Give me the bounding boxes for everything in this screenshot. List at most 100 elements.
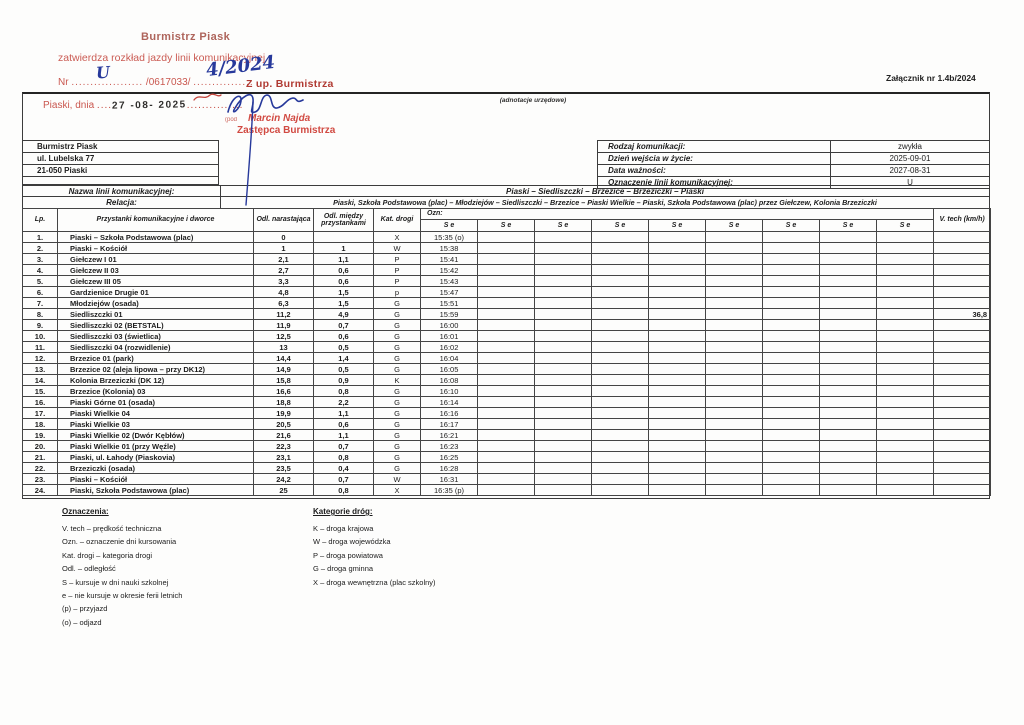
distance-cumulative: 2,1 xyxy=(253,253,314,265)
empty-se-cell xyxy=(534,330,592,342)
distance-between: 0,7 xyxy=(313,440,374,452)
empty-se-cell xyxy=(875,330,935,342)
empty-se-cell xyxy=(534,341,592,353)
empty-se-cell xyxy=(762,231,820,243)
row-number: 23. xyxy=(22,473,58,485)
se-column-header: S e xyxy=(477,219,535,232)
issuer-empty-row xyxy=(22,177,219,185)
empty-se-cell xyxy=(819,231,877,243)
distance-between: 0,6 xyxy=(313,275,374,287)
departure-time: 16:25 xyxy=(420,451,478,463)
empty-se-cell xyxy=(648,462,706,474)
empty-se-cell xyxy=(705,429,763,441)
vtech-value xyxy=(933,341,992,353)
empty-se-cell xyxy=(705,264,763,276)
table-row: 6. Gardzienice Drugie 01 4,8 1,5 p 15:47 xyxy=(22,286,992,298)
empty-se-cell xyxy=(819,473,877,485)
empty-se-cell xyxy=(875,440,935,452)
empty-se-cell xyxy=(477,363,535,375)
empty-se-cell xyxy=(477,319,535,331)
empty-se-cell xyxy=(534,308,592,320)
issuer-line: Burmistrz Piask xyxy=(22,141,219,153)
distance-between xyxy=(313,231,374,243)
empty-se-cell xyxy=(705,374,763,386)
departure-time: 15:59 xyxy=(420,308,478,320)
header-odl-miedzy: Odl. między przystankami xyxy=(313,208,374,232)
dotted-leader: ................ xyxy=(193,77,254,88)
stop-name: Giełczew III 05 xyxy=(57,275,254,287)
empty-se-cell xyxy=(534,451,592,463)
header-odl-narastajaca: Odl. narastająca xyxy=(253,208,314,232)
vtech-value xyxy=(933,363,992,375)
legend-item: K – droga krajowa xyxy=(313,524,374,533)
empty-se-cell xyxy=(705,440,763,452)
legend-item: S – kursuje w dni nauki szkolnej xyxy=(62,577,169,587)
header-ozn: Ozn: xyxy=(419,208,935,220)
departure-time: 16:04 xyxy=(420,352,478,364)
vtech-value xyxy=(933,264,992,276)
road-category: P xyxy=(373,275,421,287)
departure-time: 15:41 xyxy=(420,253,478,265)
empty-se-cell xyxy=(819,429,877,441)
empty-se-cell xyxy=(477,407,535,419)
empty-se-cell xyxy=(819,319,877,331)
timetable: Lp. Przystanki komunikacyjne i dworce Od… xyxy=(22,208,992,496)
vtech-value xyxy=(933,429,992,441)
row-number: 8. xyxy=(22,308,58,320)
empty-se-cell xyxy=(477,308,535,320)
legend-oznaczenia-title: Oznaczenia: xyxy=(62,507,109,516)
empty-se-cell xyxy=(762,473,820,485)
empty-se-cell xyxy=(591,275,649,287)
departure-time: 16:01 xyxy=(420,330,478,342)
empty-se-cell xyxy=(534,374,592,386)
empty-se-cell xyxy=(591,341,649,353)
stop-name: Giełczew I 01 xyxy=(57,253,254,265)
distance-between: 0,6 xyxy=(313,418,374,430)
empty-se-cell xyxy=(762,462,820,474)
empty-se-cell xyxy=(648,297,706,309)
header-stops: Przystanki komunikacyjne i dworce xyxy=(57,208,254,232)
empty-se-cell xyxy=(534,352,592,364)
road-category: G xyxy=(373,319,421,331)
empty-se-cell xyxy=(591,385,649,397)
meta-table: Rodzaj komunikacji: zwykła Dzień wejścia w… xyxy=(597,140,989,189)
empty-se-cell xyxy=(477,286,535,298)
empty-se-cell xyxy=(648,275,706,287)
empty-se-cell xyxy=(819,242,877,254)
meta-row: Dzień wejścia w życie: 2025-09-01 xyxy=(597,153,989,165)
distance-cumulative: 3,3 xyxy=(253,275,314,287)
empty-se-cell xyxy=(648,385,706,397)
vtech-value xyxy=(933,286,992,298)
stamp-number-line: Nr ................... /0617033/ .......… xyxy=(58,77,254,88)
empty-se-cell xyxy=(875,484,935,496)
nr-middle: /0617033/ xyxy=(145,77,191,88)
departure-time: 16:02 xyxy=(420,341,478,353)
empty-se-cell xyxy=(762,253,820,265)
empty-se-cell xyxy=(534,440,592,452)
table-row: 22. Brzeziczki (osada) 23,5 0,4 G 16:28 xyxy=(22,462,992,474)
empty-se-cell xyxy=(648,407,706,419)
empty-se-cell xyxy=(705,418,763,430)
stop-name: Giełczew II 03 xyxy=(57,264,254,276)
vtech-value xyxy=(933,473,992,485)
empty-se-cell xyxy=(534,275,592,287)
distance-between: 1,5 xyxy=(313,286,374,298)
empty-se-cell xyxy=(591,418,649,430)
distance-cumulative: 16,6 xyxy=(253,385,314,397)
legend-kategorie-items: K – droga krajowa W – droga wojewódzka P –… xyxy=(313,522,436,589)
distance-cumulative: 0 xyxy=(253,231,314,243)
table-row: 24. Piaski, Szkoła Podstawowa (plac) 25 0,8… xyxy=(22,484,992,496)
distance-cumulative: 13 xyxy=(253,341,314,353)
empty-se-cell xyxy=(477,385,535,397)
table-row: 20. Piaski Wielkie 01 (przy Węźle) 22,3 0,7… xyxy=(22,440,992,452)
empty-se-cell xyxy=(705,297,763,309)
se-column-header: S e xyxy=(819,219,877,232)
distance-cumulative: 21,6 xyxy=(253,429,314,441)
empty-se-cell xyxy=(534,484,592,496)
vtech-value xyxy=(933,462,992,474)
empty-se-cell xyxy=(762,418,820,430)
stamp-burmistrz-piask: Burmistrz Piask xyxy=(141,31,231,43)
empty-se-cell xyxy=(477,462,535,474)
empty-se-cell xyxy=(762,451,820,463)
distance-cumulative: 4,8 xyxy=(253,286,314,298)
